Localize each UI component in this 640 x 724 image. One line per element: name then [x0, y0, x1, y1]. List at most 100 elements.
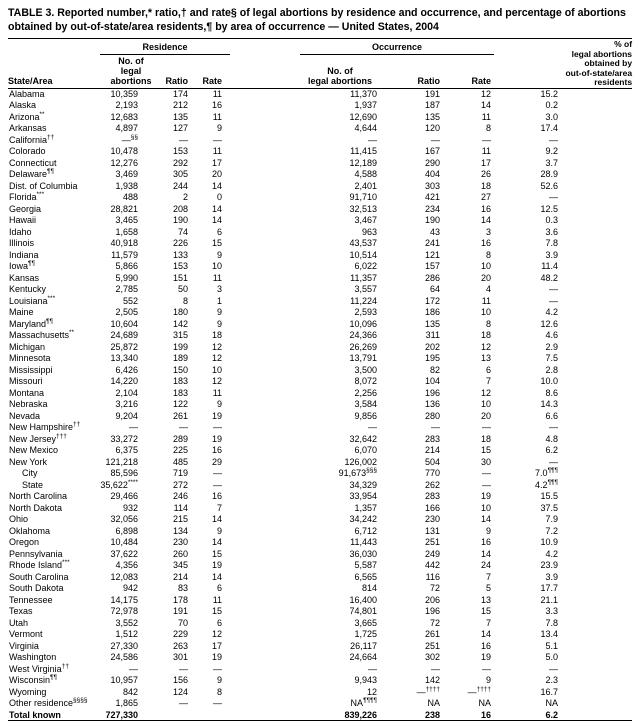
occurrence-rate: 16: [481, 537, 492, 548]
gap-cell: [230, 560, 300, 572]
residence-no: 10,604: [110, 318, 138, 329]
residence-no: 1,658: [115, 226, 138, 237]
state-name: Nevada: [9, 410, 41, 421]
state-name: Virginia: [9, 640, 39, 651]
occurrence-rate: 11: [481, 295, 492, 306]
gap-cell: [230, 617, 300, 629]
gap-cell: [230, 180, 300, 192]
footnote-marker: ††: [47, 133, 55, 141]
residence-rate: 19: [212, 410, 223, 421]
pct-out-of-state: 4.8: [545, 433, 559, 444]
occurrence-rate: 10: [481, 399, 492, 410]
occurrence-no: 12,690: [349, 111, 378, 122]
footnote-marker: ††††: [476, 685, 492, 693]
occurrence-rate: 20: [481, 272, 492, 283]
residence-no: 1,938: [115, 180, 138, 191]
occurrence-ratio: 286: [425, 272, 441, 283]
gap-cell: [230, 583, 300, 595]
pct-out-of-state: —: [549, 456, 559, 467]
occurrence-no: 10,514: [349, 249, 378, 260]
residence-ratio: 153: [172, 261, 188, 272]
occurrence-no: 24,664: [349, 652, 378, 663]
gap-cell: [230, 192, 300, 204]
footnote-marker: †††: [56, 432, 67, 440]
table-row: Kentucky 2,785 50 3 3,557 64 4 —: [8, 284, 632, 296]
occurrence-rate: —: [482, 422, 492, 433]
table-row: Vermont 1,512 229 12 1,725 261 14 13.4: [8, 629, 632, 641]
occurrence-ratio: 190: [425, 215, 441, 226]
occurrence-no: 3,665: [354, 617, 378, 628]
occurrence-rate: 15: [481, 445, 492, 456]
residence-ratio: 229: [172, 629, 188, 640]
occurrence-no: 11,415: [350, 146, 378, 157]
gap-cell: [230, 399, 300, 411]
residence-ratio: 50: [177, 284, 188, 295]
residence-rate: 9: [217, 307, 223, 318]
table-row: Alabama 10,359 174 11 11,370 191 12 15.2: [8, 88, 632, 100]
pct-out-of-state: 2.3: [545, 675, 559, 686]
residence-rate: 19: [212, 560, 223, 571]
occurrence-no: 10,096: [349, 318, 378, 329]
occurrence-ratio: 116: [425, 571, 441, 582]
residence-no: 6,426: [115, 364, 138, 375]
table-row: California†† —§§ — — — — — —: [8, 134, 632, 146]
residence-no: 932: [122, 502, 138, 513]
residence-no: 488: [122, 192, 138, 203]
state-name: Massachusetts**: [9, 329, 75, 341]
residence-no: 3,552: [115, 617, 138, 628]
occurrence-no: 91,710: [349, 192, 378, 203]
pct-out-of-state: 3.9: [545, 249, 559, 260]
state-name: North Carolina: [9, 491, 68, 502]
residence-ratio: 305: [172, 169, 188, 180]
residence-rate: 14: [212, 215, 223, 226]
gap-cell: [230, 215, 300, 227]
residence-ratio: 189: [172, 353, 188, 364]
residence-rate: 16: [212, 100, 223, 111]
pct-out-of-state: 7.2: [545, 525, 559, 536]
pct-out-of-state-column-header: % of legal abortions obtained by out-of-…: [494, 38, 633, 89]
residence-ratio: 719: [172, 468, 188, 479]
residence-no: 40,918: [110, 238, 138, 249]
table-row: New Jersey††† 33,272 289 19 32,642 283 18 4.8: [8, 433, 632, 445]
residence-ratio: 134: [172, 525, 188, 536]
occurrence-rate: 8: [486, 249, 492, 260]
gap-cell: [230, 261, 300, 273]
pct-out-of-state: 15.2: [540, 89, 559, 99]
gap-cell: [230, 88, 300, 100]
occurrence-no: 11,370: [350, 89, 378, 99]
pct-out-of-state: 0.2: [545, 100, 559, 111]
occurrence-no: 11,443: [350, 537, 378, 548]
occurrence-ratio: 166: [425, 502, 441, 513]
residence-rate: 12: [212, 341, 223, 352]
occurrence-rate: —: [482, 134, 492, 145]
occurrence-rate: 16: [481, 640, 492, 651]
occurrence-no: 91,673§§§: [338, 467, 378, 479]
occurrence-ratio: —: [431, 422, 441, 433]
table-row: Wyoming 842 124 8 12 —†††† —†††† 16.7: [8, 686, 632, 698]
residence-rate: 10: [212, 261, 223, 272]
residence-group-header: Residence: [100, 38, 231, 56]
footnote-marker: ¶¶: [50, 674, 57, 682]
occurrence-ratio: 157: [425, 261, 441, 272]
occurrence-rate: 13: [481, 594, 492, 605]
occurrence-ratio: 187: [425, 100, 441, 111]
occurrence-ratio: 303: [425, 180, 441, 191]
residence-no-header: No. of legal abortions: [100, 54, 162, 89]
residence-rate: 15: [212, 548, 223, 559]
footnote-marker: ¶¶¶¶: [363, 697, 378, 705]
table-row: Louisiana*** 552 8 1 11,224 172 11 —: [8, 295, 632, 307]
gap-cell: [230, 318, 300, 330]
occurrence-ratio: 82: [430, 364, 441, 375]
gap-cell: [230, 422, 300, 434]
state-name: Pennsylvania: [9, 548, 63, 559]
occurrence-rate: 17: [481, 157, 492, 168]
state-name: New Jersey†††: [9, 432, 67, 444]
gap-cell: [230, 169, 300, 181]
state-name: Indiana: [9, 249, 39, 260]
pct-out-of-state: 17.7: [540, 583, 559, 594]
occurrence-ratio: 311: [425, 330, 441, 341]
residence-rate: 11: [212, 594, 223, 605]
pct-out-of-state: 4.2¶¶¶: [535, 478, 559, 490]
residence-ratio: 151: [172, 272, 188, 283]
occurrence-no: 1,725: [354, 629, 378, 640]
